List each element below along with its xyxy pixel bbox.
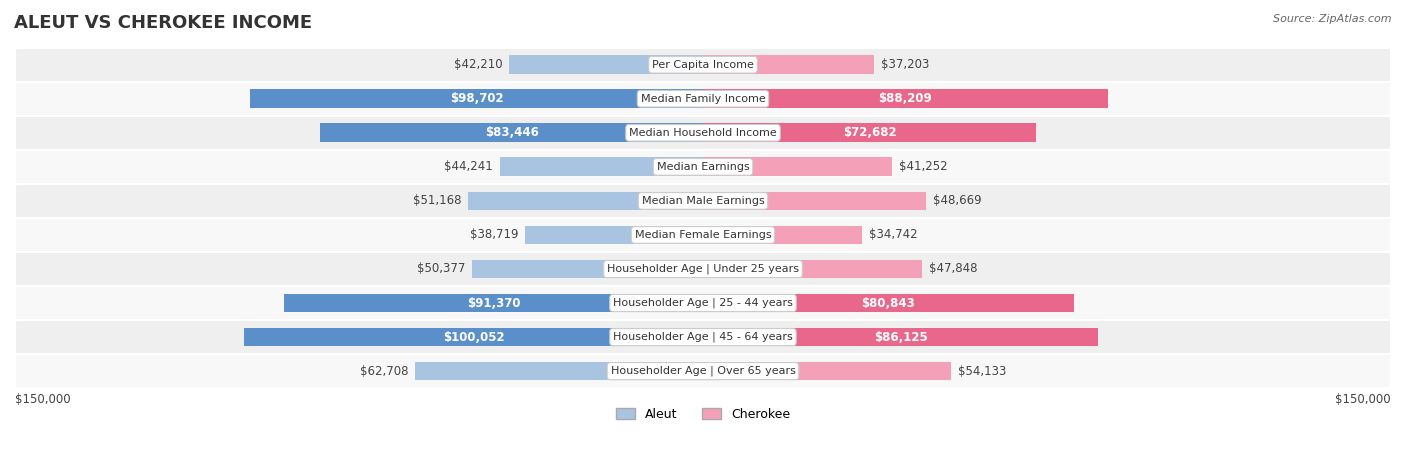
Bar [468, 191, 703, 210]
Bar [15, 218, 1391, 252]
Bar [15, 48, 1391, 82]
Text: $62,708: $62,708 [360, 365, 409, 378]
Text: Source: ZipAtlas.com: Source: ZipAtlas.com [1274, 14, 1392, 24]
Text: $80,843: $80,843 [862, 297, 915, 310]
Text: $50,377: $50,377 [416, 262, 465, 276]
Text: $34,742: $34,742 [869, 228, 918, 241]
Text: $83,446: $83,446 [485, 126, 538, 139]
Text: $37,203: $37,203 [880, 58, 929, 71]
Bar [15, 184, 1391, 218]
Bar [472, 260, 703, 278]
Text: Householder Age | 25 - 44 years: Householder Age | 25 - 44 years [613, 298, 793, 308]
Bar [250, 89, 703, 108]
Bar [703, 191, 927, 210]
Text: $47,848: $47,848 [929, 262, 977, 276]
Text: $88,209: $88,209 [879, 92, 932, 105]
Bar [15, 286, 1391, 320]
Bar [509, 56, 703, 74]
Bar [284, 294, 703, 312]
Bar [15, 116, 1391, 150]
Bar [703, 157, 893, 176]
Text: Householder Age | Over 65 years: Householder Age | Over 65 years [610, 366, 796, 376]
Bar [703, 294, 1074, 312]
Text: $38,719: $38,719 [470, 228, 519, 241]
Bar [703, 328, 1098, 347]
Text: $42,210: $42,210 [454, 58, 502, 71]
Text: Householder Age | Under 25 years: Householder Age | Under 25 years [607, 264, 799, 274]
Text: $150,000: $150,000 [15, 393, 70, 406]
Text: $150,000: $150,000 [1336, 393, 1391, 406]
Legend: Aleut, Cherokee: Aleut, Cherokee [612, 403, 794, 426]
Text: Median Family Income: Median Family Income [641, 94, 765, 104]
Bar [703, 260, 922, 278]
Text: $44,241: $44,241 [444, 160, 494, 173]
Bar [703, 362, 952, 381]
Bar [703, 226, 862, 244]
Bar [415, 362, 703, 381]
Bar [15, 252, 1391, 286]
Text: Median Earnings: Median Earnings [657, 162, 749, 172]
Text: Median Male Earnings: Median Male Earnings [641, 196, 765, 206]
Bar [526, 226, 703, 244]
Bar [321, 123, 703, 142]
Text: $41,252: $41,252 [898, 160, 948, 173]
Text: Per Capita Income: Per Capita Income [652, 60, 754, 70]
Bar [15, 320, 1391, 354]
Bar [703, 123, 1036, 142]
Text: $86,125: $86,125 [873, 331, 928, 344]
Bar [245, 328, 703, 347]
Text: $98,702: $98,702 [450, 92, 503, 105]
Text: $100,052: $100,052 [443, 331, 505, 344]
Bar [15, 82, 1391, 116]
Text: ALEUT VS CHEROKEE INCOME: ALEUT VS CHEROKEE INCOME [14, 14, 312, 32]
Text: Householder Age | 45 - 64 years: Householder Age | 45 - 64 years [613, 332, 793, 342]
Bar [501, 157, 703, 176]
Text: $54,133: $54,133 [957, 365, 1007, 378]
Text: $48,669: $48,669 [934, 194, 981, 207]
Text: $72,682: $72,682 [842, 126, 897, 139]
Text: $51,168: $51,168 [413, 194, 461, 207]
Bar [703, 89, 1108, 108]
Text: Median Female Earnings: Median Female Earnings [634, 230, 772, 240]
Bar [703, 56, 873, 74]
Text: $91,370: $91,370 [467, 297, 520, 310]
Bar [15, 354, 1391, 388]
Bar [15, 150, 1391, 184]
Text: Median Household Income: Median Household Income [628, 128, 778, 138]
